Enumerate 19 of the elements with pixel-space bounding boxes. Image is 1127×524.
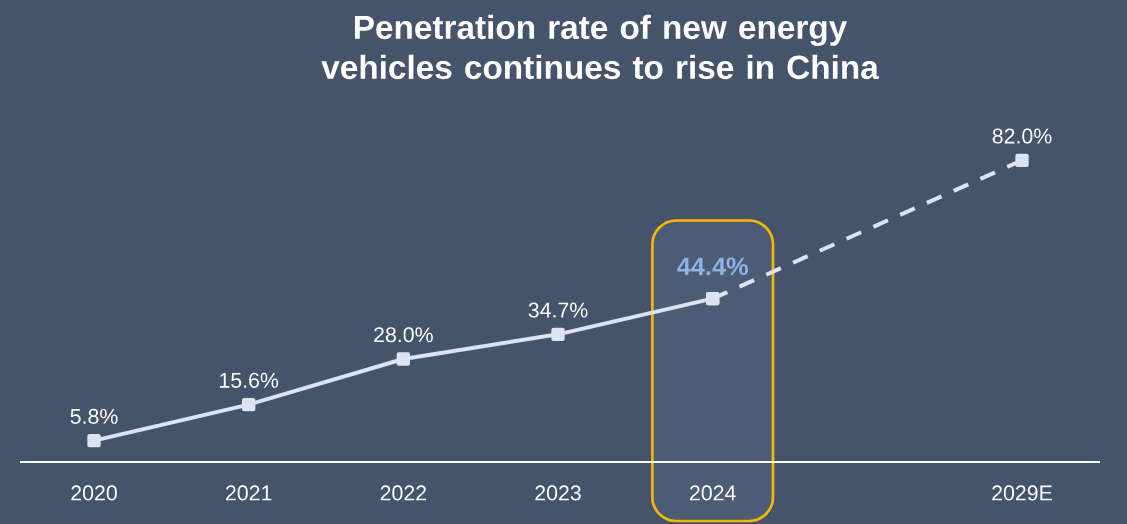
point xyxy=(242,397,256,412)
chart-title: Penetration rate of new energy vehicles continues to rise in China xyxy=(321,14,879,80)
data-label: 44.4% xyxy=(677,257,748,276)
x-tick-label: 2021 xyxy=(226,485,272,501)
data-label: 15.6% xyxy=(220,372,279,388)
x-tick-label: 2023 xyxy=(535,485,581,501)
data-label: 82.0% xyxy=(992,128,1052,144)
point xyxy=(87,433,101,448)
x-tick-label: 2029E xyxy=(992,485,1052,501)
point xyxy=(1015,153,1029,167)
point xyxy=(706,291,720,306)
x-tick-label: 2020 xyxy=(71,485,117,501)
x-tick-label: 2024 xyxy=(690,485,736,501)
point xyxy=(551,327,565,341)
data-label: 34.7% xyxy=(528,302,588,318)
data-label: 28.0% xyxy=(374,327,433,343)
point xyxy=(396,352,411,366)
x-tick-label: 2022 xyxy=(380,485,426,501)
data-label: 5.8% xyxy=(70,408,118,424)
